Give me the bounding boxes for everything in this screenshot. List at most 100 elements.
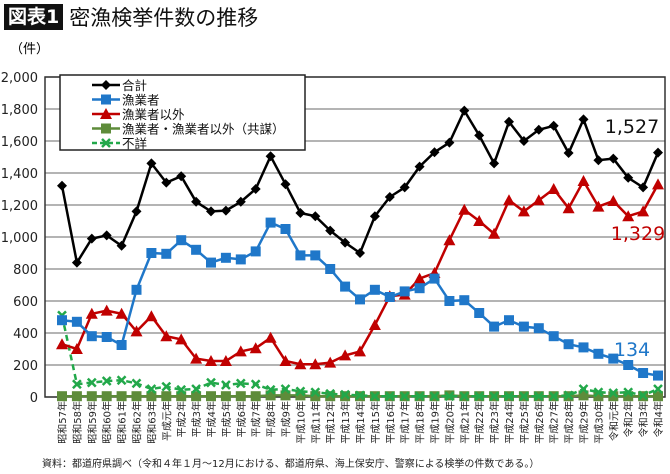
legend-label: 漁業者以外: [122, 107, 185, 122]
data-point: [414, 283, 425, 294]
y-tick-label: 0: [30, 391, 38, 406]
data-point: [220, 252, 231, 263]
y-tick-label: 800: [13, 263, 38, 278]
data-point: [563, 390, 574, 401]
data-point: [474, 130, 485, 141]
data-point: [340, 281, 351, 292]
data-point: [413, 272, 426, 284]
y-tick-label: 1,000: [1, 231, 38, 246]
x-tick-label: 平成30年: [592, 401, 605, 444]
data-point: [220, 205, 231, 216]
data-point: [547, 183, 560, 194]
data-point: [653, 370, 663, 381]
y-tick-label: 1,800: [1, 103, 38, 118]
data-point: [295, 208, 306, 218]
data-point: [504, 116, 514, 127]
legend-label: 合計: [122, 78, 147, 93]
data-point: [548, 120, 559, 131]
x-tick-label: 平成16年: [384, 401, 397, 444]
data-point: [429, 147, 440, 158]
legend-label: 漁業者: [122, 93, 160, 108]
data-point: [161, 177, 172, 188]
x-tick-label: 令和3年: [637, 401, 650, 437]
x-tick-label: 平成6年: [235, 401, 248, 437]
data-point: [324, 356, 337, 368]
data-point: [280, 179, 291, 190]
data-point: [414, 391, 425, 402]
data-point: [206, 377, 216, 388]
data-point: [250, 184, 261, 194]
data-point: [638, 182, 649, 193]
data-point: [325, 388, 336, 399]
y-tick-label: 1,200: [1, 199, 38, 214]
legend-marker: [101, 80, 111, 90]
data-point: [593, 387, 604, 398]
y-axis-unit: （件）: [10, 42, 50, 57]
data-point: [161, 381, 172, 392]
end-data-label: 134: [614, 339, 650, 361]
data-point: [623, 360, 634, 370]
data-point: [310, 391, 321, 402]
data-point: [280, 390, 291, 401]
data-point: [146, 384, 157, 394]
data-point: [517, 205, 530, 217]
data-point: [86, 377, 97, 388]
data-point: [101, 391, 112, 402]
data-point: [250, 379, 261, 390]
data-point: [444, 296, 455, 306]
data-point: [355, 248, 365, 258]
data-point: [131, 284, 142, 295]
data-point: [249, 342, 262, 354]
x-tick-label: 昭和61年: [116, 401, 129, 444]
data-point: [340, 237, 351, 248]
data-point: [265, 217, 276, 228]
data-point: [116, 391, 127, 402]
data-point: [474, 391, 485, 402]
data-point: [504, 391, 514, 402]
data-point: [131, 378, 142, 389]
data-point: [652, 178, 664, 190]
data-point: [532, 194, 545, 206]
x-tick-label: 平成19年: [429, 401, 442, 444]
data-point: [175, 333, 188, 345]
data-point: [578, 384, 589, 394]
data-point: [161, 391, 172, 402]
data-point: [533, 391, 544, 402]
figure-badge: 図表1: [4, 4, 64, 30]
x-tick-label: 平成3年: [190, 401, 203, 437]
data-point: [429, 391, 440, 402]
data-point: [578, 342, 589, 353]
data-point: [206, 391, 216, 402]
data-point: [458, 203, 471, 215]
x-tick-label: 平成10年: [294, 401, 307, 444]
data-point: [340, 389, 350, 400]
data-point: [638, 368, 649, 378]
data-point: [489, 158, 500, 169]
data-point: [57, 315, 67, 326]
x-tick-label: 令和元年: [607, 401, 620, 441]
data-point: [399, 182, 410, 193]
data-point: [101, 376, 112, 386]
data-point: [219, 355, 232, 366]
x-tick-label: 昭和62年: [131, 401, 144, 444]
data-point: [577, 175, 590, 186]
data-point: [623, 391, 634, 402]
data-point: [176, 384, 187, 395]
data-point: [339, 349, 352, 361]
data-point: [101, 332, 112, 342]
data-point: [325, 264, 336, 274]
x-tick-label: 昭和57年: [56, 401, 69, 444]
x-tick-label: 平成18年: [414, 401, 427, 444]
data-point: [295, 390, 306, 401]
x-tick-label: 平成29年: [578, 401, 591, 444]
x-tick-label: 平成28年: [563, 401, 576, 444]
data-point: [86, 331, 97, 342]
x-tick-label: 平成23年: [488, 401, 501, 444]
x-tick-label: 昭和58年: [71, 401, 84, 444]
x-tick-label: 令和2年: [622, 401, 635, 437]
x-tick-label: 平成元年: [160, 401, 173, 441]
data-point: [295, 386, 306, 397]
data-point: [220, 391, 231, 402]
x-tick-label: 平成22年: [473, 401, 486, 444]
